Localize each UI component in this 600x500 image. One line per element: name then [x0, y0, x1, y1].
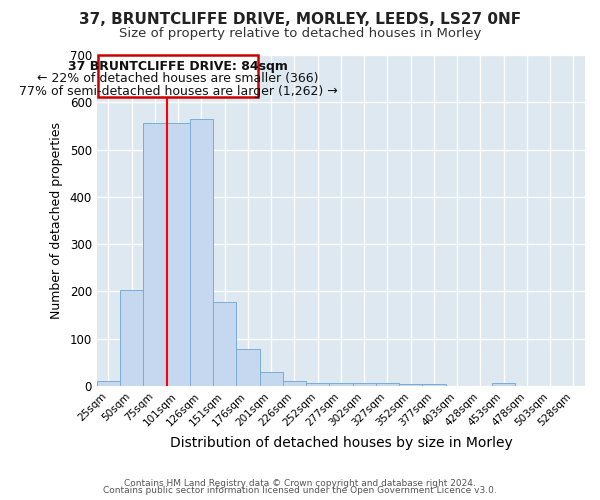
Bar: [329, 382, 353, 386]
Text: Contains HM Land Registry data © Crown copyright and database right 2024.: Contains HM Land Registry data © Crown c…: [124, 478, 476, 488]
Text: Contains public sector information licensed under the Open Government Licence v3: Contains public sector information licen…: [103, 486, 497, 495]
Bar: [353, 382, 376, 386]
Bar: [376, 382, 399, 386]
Bar: [167, 122, 190, 386]
Bar: [399, 384, 422, 386]
Bar: [190, 119, 213, 386]
X-axis label: Distribution of detached houses by size in Morley: Distribution of detached houses by size …: [170, 436, 512, 450]
Bar: [236, 348, 260, 386]
Bar: [143, 122, 167, 386]
Text: 37, BRUNTCLIFFE DRIVE, MORLEY, LEEDS, LS27 0NF: 37, BRUNTCLIFFE DRIVE, MORLEY, LEEDS, LS…: [79, 12, 521, 28]
Bar: [120, 290, 143, 386]
Bar: [306, 382, 329, 386]
Text: Size of property relative to detached houses in Morley: Size of property relative to detached ho…: [119, 28, 481, 40]
Bar: [97, 381, 120, 386]
Y-axis label: Number of detached properties: Number of detached properties: [50, 122, 63, 319]
Bar: [492, 382, 515, 386]
Bar: [283, 381, 306, 386]
Bar: [260, 372, 283, 386]
Bar: [422, 384, 446, 386]
Text: 77% of semi-detached houses are larger (1,262) →: 77% of semi-detached houses are larger (…: [19, 86, 338, 98]
Bar: [213, 302, 236, 386]
Bar: [98, 55, 259, 96]
Text: ← 22% of detached houses are smaller (366): ← 22% of detached houses are smaller (36…: [37, 72, 319, 86]
Text: 37 BRUNTCLIFFE DRIVE: 84sqm: 37 BRUNTCLIFFE DRIVE: 84sqm: [68, 60, 288, 72]
